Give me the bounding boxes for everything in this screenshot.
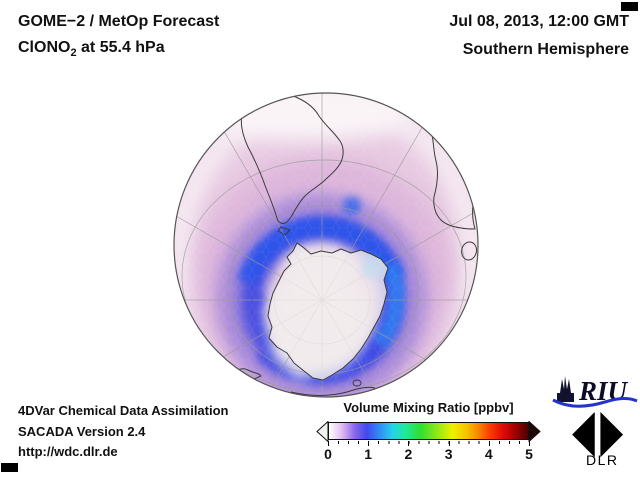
species-subscript: 2 xyxy=(70,47,77,59)
colorbar-tick-label: 2 xyxy=(404,446,413,462)
clono2-field xyxy=(174,93,478,397)
colorbar-tick-mark xyxy=(488,441,490,446)
timestamp: Jul 08, 2013, 12:00 GMT xyxy=(449,13,629,30)
registration-mark-bottom-left xyxy=(1,463,18,472)
species-name: ClONO xyxy=(18,39,71,56)
colorbar-tick-mark xyxy=(328,441,329,446)
colorbar-tick-mark xyxy=(448,441,450,446)
species-level-title: ClONO2 at 55.4 hPa xyxy=(18,39,165,59)
colorbar-tick-labels: 0 1 2 3 4 5 xyxy=(324,446,533,462)
product-title: GOME−2 / MetOp Forecast xyxy=(18,13,220,30)
southern-coast-outline xyxy=(290,386,376,396)
colorbar-tick-label: 0 xyxy=(324,446,332,462)
riu-wave-icon xyxy=(552,397,638,408)
dlr-logo: DLR xyxy=(572,412,624,468)
colorbar-tick-mark xyxy=(368,441,370,446)
colorbar-minor-ticks xyxy=(328,441,529,444)
colorbar-tick-mark xyxy=(408,441,410,446)
dlr-logo-text: DLR xyxy=(586,452,619,468)
tierra-del-fuego-outline xyxy=(277,226,291,236)
colorbar-left-arrow xyxy=(316,421,329,442)
species-level: at 55.4 hPa xyxy=(76,39,165,56)
islet-outline xyxy=(352,379,362,387)
colorbar-gradient xyxy=(328,422,529,440)
region-label: Southern Hemisphere xyxy=(462,41,629,58)
registration-mark-top-right xyxy=(621,2,638,11)
dlr-emblem-icon xyxy=(572,412,624,458)
colorbar-tick-marks xyxy=(328,441,530,447)
colorbar-tick-label: 3 xyxy=(444,446,453,462)
globe-rim xyxy=(173,92,479,398)
colorbar-tick-label: 1 xyxy=(364,446,373,462)
colorbar-right-arrow xyxy=(528,421,541,442)
riu-logo: RIU xyxy=(552,376,638,408)
credit-line-1: 4DVar Chemical Data Assimilation xyxy=(18,403,229,418)
credit-line-2: SACADA Version 2.4 xyxy=(18,424,146,439)
colorbar-tick-mark xyxy=(529,441,530,446)
colorbar-tick-label: 4 xyxy=(484,446,493,462)
antarctica-outline xyxy=(267,242,389,381)
credit-line-3: http://wdc.dlr.de xyxy=(18,444,118,459)
riu-cathedral-icon xyxy=(557,376,574,402)
colorbar-tick-label: 5 xyxy=(525,446,533,462)
madagascar-outline xyxy=(461,241,477,261)
south-america-outline xyxy=(240,93,344,224)
colorbar-title: Volume Mixing Ratio [ppbv] xyxy=(343,400,514,415)
